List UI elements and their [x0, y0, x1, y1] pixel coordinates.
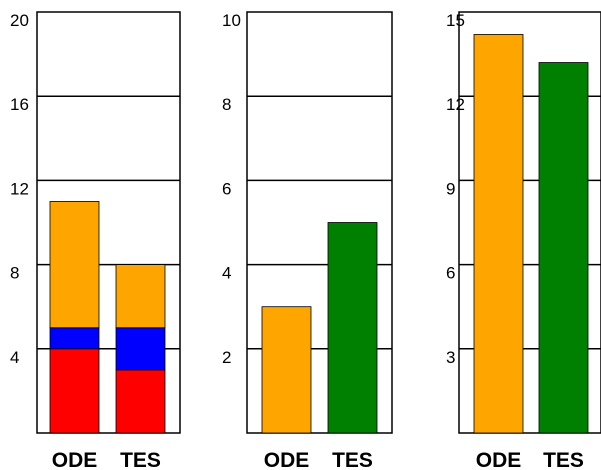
bar-tes-segment-2	[115, 264, 166, 329]
plot-frame	[458, 11, 601, 434]
x-category-label: TES	[543, 449, 584, 470]
bar-ode-segment-0	[49, 348, 100, 434]
x-category-label: TES	[120, 449, 161, 470]
y-tick-label: 6	[446, 264, 455, 283]
x-category-label: ODE	[264, 449, 310, 470]
y-tick-label: 12	[10, 179, 29, 198]
x-category-label: ODE	[476, 449, 522, 470]
y-tick-label: 15	[446, 11, 465, 30]
y-tick-label: 4	[10, 348, 19, 367]
y-tick-label: 12	[446, 95, 465, 114]
y-tick-label: 8	[10, 264, 19, 283]
y-tick-label: 4	[222, 264, 231, 283]
bar-tes-segment-0	[115, 369, 166, 434]
y-tick-label: 20	[10, 11, 29, 30]
bar-tes	[538, 62, 589, 434]
y-tick-label: 16	[10, 95, 29, 114]
bar-ode-segment-2	[49, 201, 100, 329]
chart-panel-middle: 2 4 6 8 10 ODE TES	[222, 11, 393, 470]
x-category-label: ODE	[52, 449, 98, 470]
plot-frame	[246, 11, 393, 434]
chart-panel-right: 3 6 9 12 15 ODE TES	[446, 11, 601, 470]
plot-frame	[36, 11, 181, 434]
y-tick-label: 9	[446, 179, 455, 198]
chart-panel-stacked: 4 8 12 16 20 ODE TES	[10, 11, 181, 470]
y-tick-label: 8	[222, 95, 231, 114]
bar-tes-segment-1	[115, 327, 166, 371]
y-tick-label: 3	[446, 348, 455, 367]
y-tick-label: 2	[222, 348, 231, 367]
y-tick-label: 6	[222, 179, 231, 198]
bar-ode-segment-1	[49, 327, 100, 350]
y-tick-label: 10	[222, 11, 241, 30]
bar-ode	[473, 34, 524, 434]
bar-tes	[327, 222, 378, 434]
bar-ode	[261, 306, 312, 434]
x-category-label: TES	[332, 449, 373, 470]
